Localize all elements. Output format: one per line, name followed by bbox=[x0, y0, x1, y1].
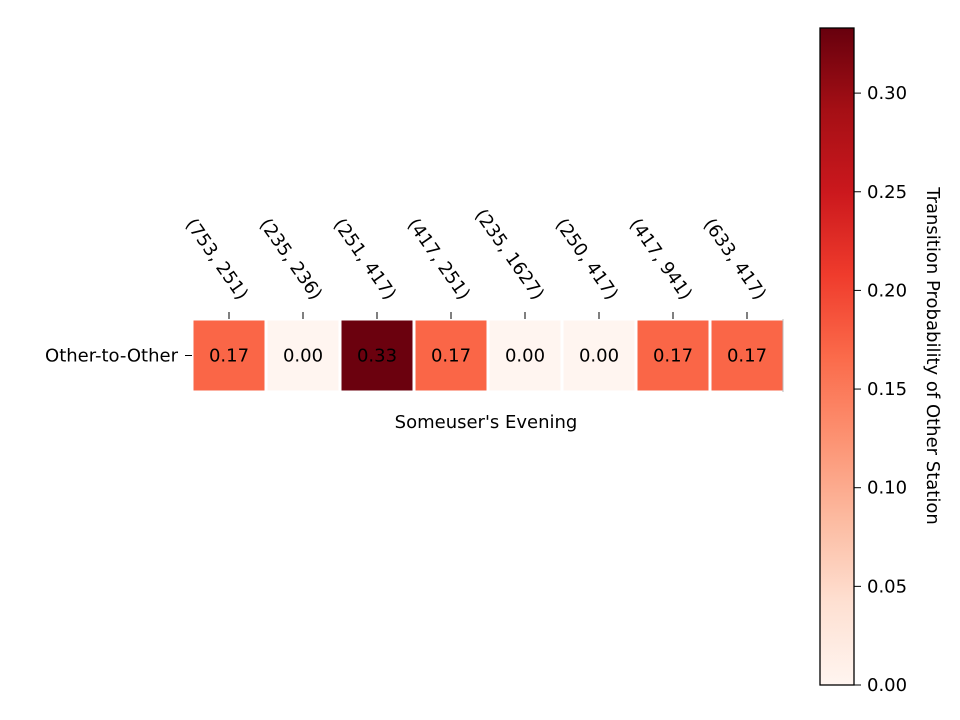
x-tick-label: (235, 1627) bbox=[470, 205, 548, 304]
colorbar-tick-label: 0.20 bbox=[867, 280, 907, 301]
cell-value-label: 0.17 bbox=[653, 346, 693, 367]
colorbar-tick-label: 0.25 bbox=[867, 182, 907, 203]
heatmap-plot-area: 0.17 0.00 0.33 0.17 0.00 0.00 0.17 0.17 bbox=[190, 317, 786, 394]
cell-value-label: 0.00 bbox=[283, 346, 323, 367]
y-tick-labels: Other-to-Other bbox=[45, 346, 192, 367]
x-tick-label: (753, 251) bbox=[181, 215, 252, 304]
x-axis-label: Someuser's Evening bbox=[395, 412, 578, 433]
colorbar-ticks: 0.00 0.05 0.10 0.15 0.20 0.25 0.30 bbox=[854, 83, 907, 696]
colorbar-tick-label: 0.00 bbox=[867, 675, 907, 696]
heatmap-cell bbox=[264, 317, 342, 394]
colorbar-tick-label: 0.05 bbox=[867, 576, 907, 597]
cell-value-label: 0.17 bbox=[431, 346, 471, 367]
heatmap-cell bbox=[708, 317, 786, 394]
cell-value-label: 0.17 bbox=[209, 346, 249, 367]
cell-value-label: 0.00 bbox=[505, 346, 545, 367]
colorbar: 0.00 0.05 0.10 0.15 0.20 0.25 0.30 Transition … bbox=[819, 27, 943, 696]
cell-value-label: 0.00 bbox=[579, 346, 619, 367]
cell-value-label: 0.33 bbox=[357, 346, 397, 367]
colorbar-tick-label: 0.10 bbox=[867, 478, 907, 499]
x-tick-label: (633, 417) bbox=[699, 215, 770, 304]
y-tick-label: Other-to-Other bbox=[45, 346, 179, 367]
x-tick-label: (235, 236) bbox=[255, 215, 326, 304]
x-tick-label: (250, 417) bbox=[551, 215, 622, 304]
cell-value-label: 0.17 bbox=[727, 346, 767, 367]
x-tick-label: (417, 941) bbox=[625, 215, 696, 304]
colorbar-tick-label: 0.30 bbox=[867, 83, 907, 104]
x-tick-label: (251, 417) bbox=[329, 215, 400, 304]
heatmap-cell bbox=[634, 317, 712, 394]
colorbar-label: Transition Probability of Other Station bbox=[922, 186, 943, 525]
heatmap-cell bbox=[560, 317, 638, 394]
x-tick-label: (417, 251) bbox=[403, 215, 474, 304]
colorbar-tick-label: 0.15 bbox=[867, 379, 907, 400]
colorbar-gradient bbox=[819, 27, 855, 686]
x-tick-labels: (753, 251) (235, 236) (251, 417) (417, 251)… bbox=[181, 205, 770, 319]
